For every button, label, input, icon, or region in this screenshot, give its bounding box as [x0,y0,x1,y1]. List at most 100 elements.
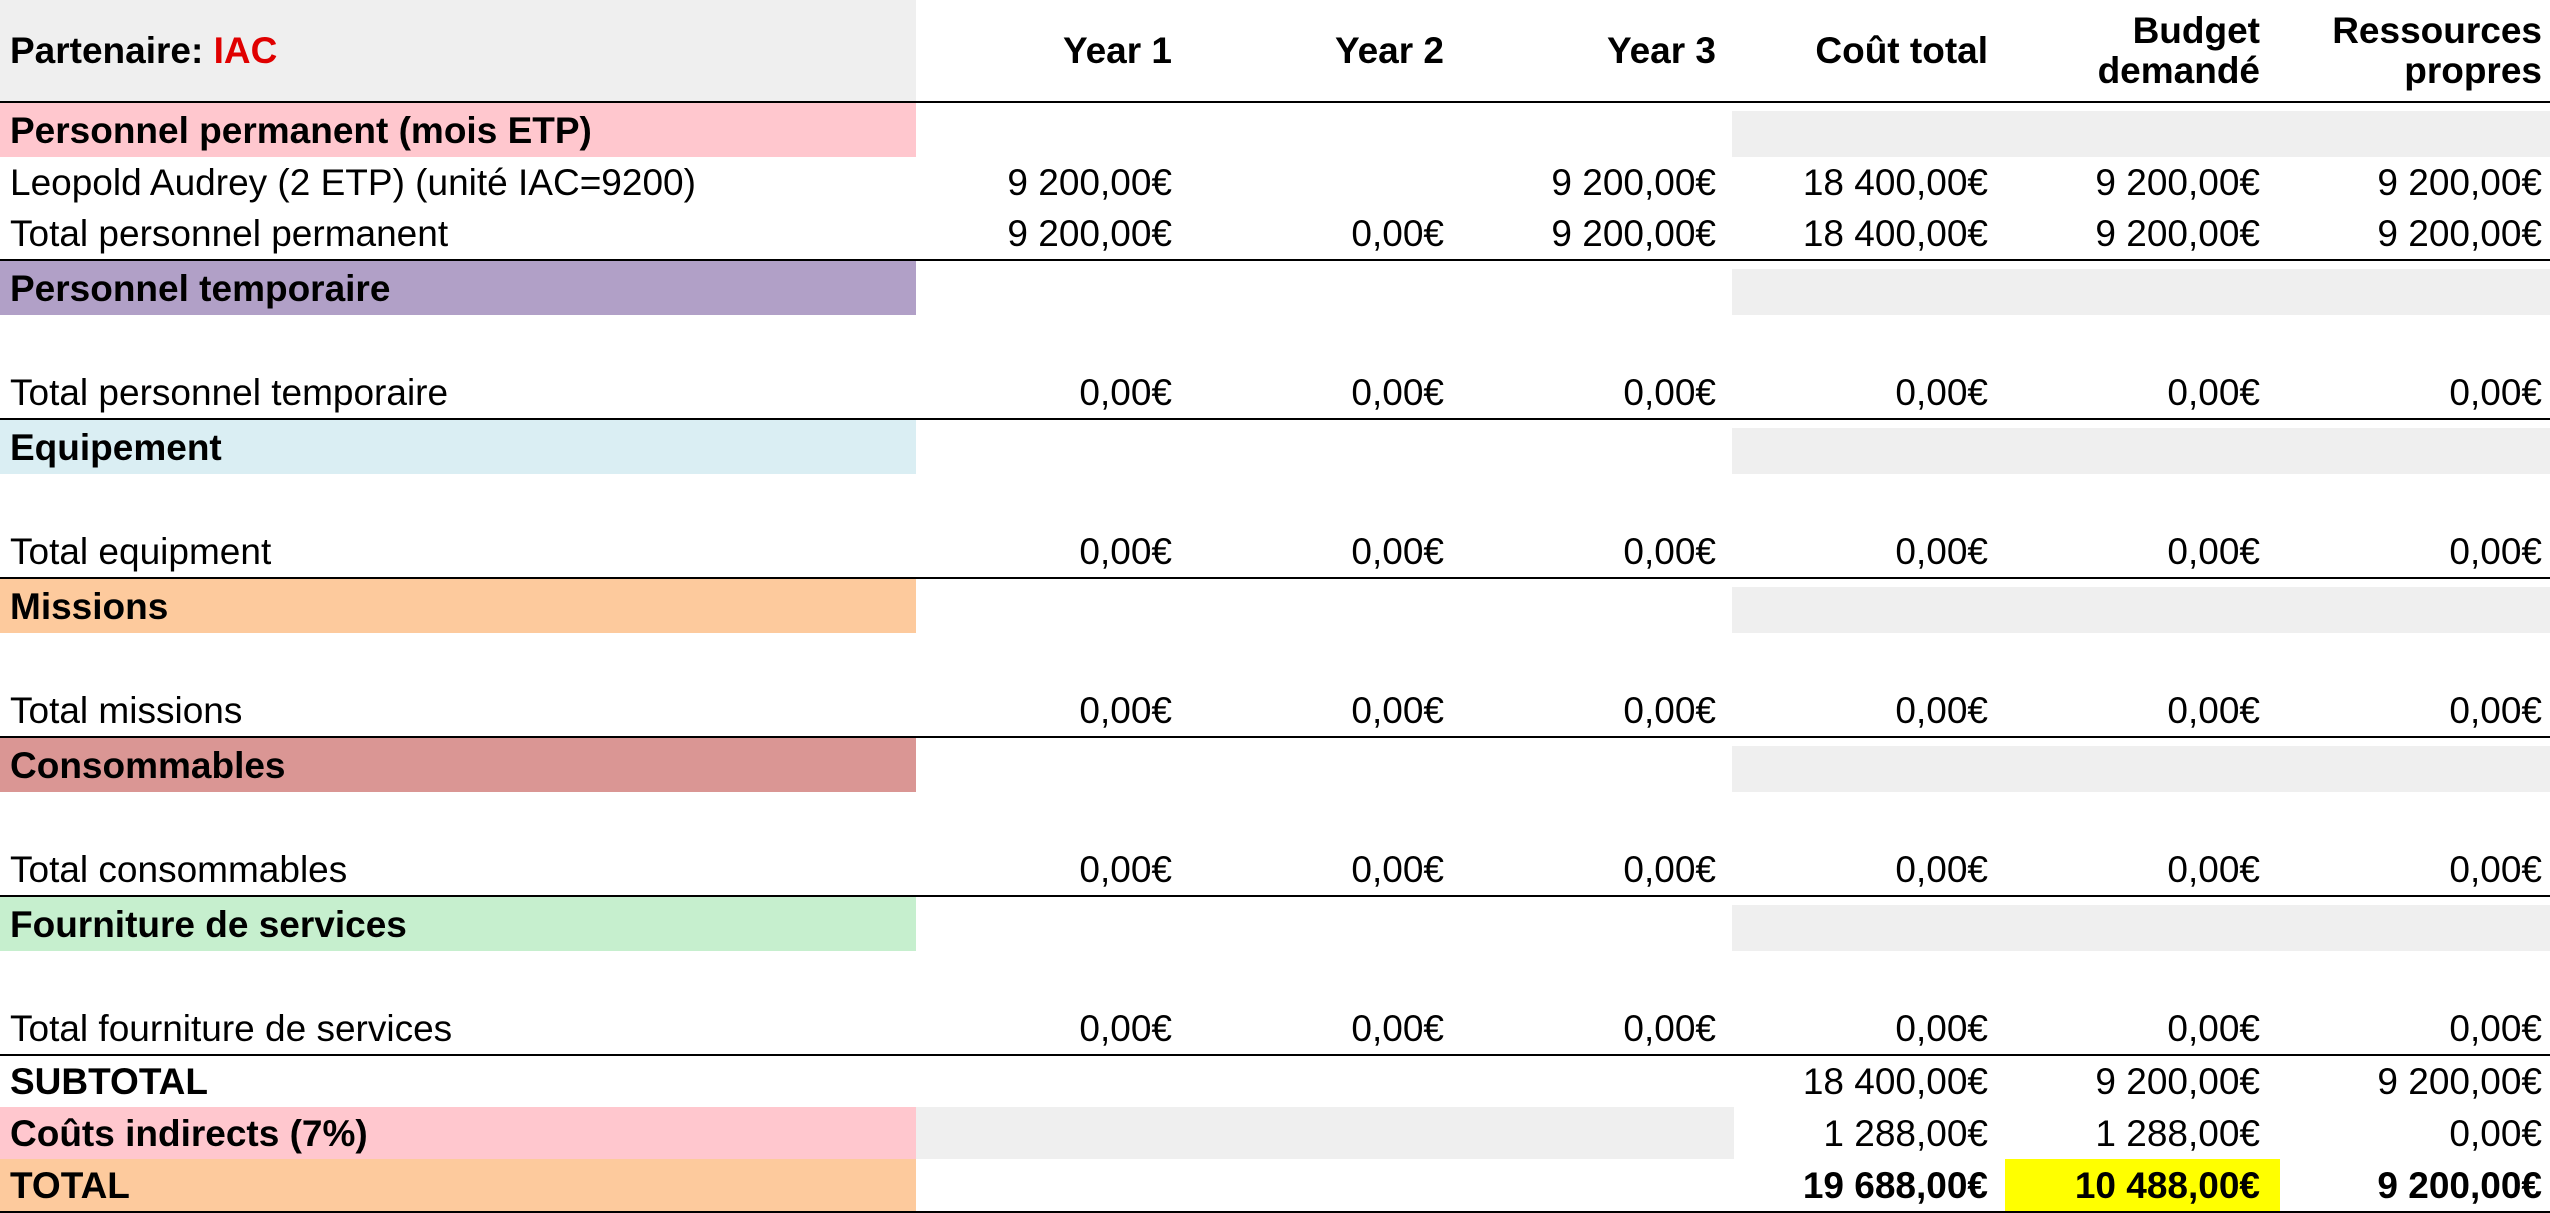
shaded-band [1732,905,2550,951]
total-missions-year-1-cell[interactable]: 0,00€ [1079,690,1172,731]
total-missions-year-3-cell[interactable]: 0,00€ [1623,690,1716,731]
total-fourniture-de-services-ressources-propres-cell[interactable]: 0,00€ [2449,1008,2542,1049]
total-personnel-permanent-mois-etp-year-2-cell[interactable]: 0,00€ [1351,213,1444,254]
total-personnel-temporaire-year-2-cell[interactable]: 0,00€ [1351,372,1444,413]
section-title-personnel-permanent-mois-etp[interactable]: Personnel permanent (mois ETP) [0,103,916,157]
header-ressources-propres[interactable]: Ressources propres [2268,0,2550,101]
shaded-band [916,1107,1734,1159]
grand-total-ressources-propres-cell[interactable]: 9 200,00€ [2377,1164,2542,1206]
empty-row-fourniture-de-services [0,951,2550,1003]
header-year-3-label: Year 3 [1606,29,1716,71]
section-header-equipement: Equipement [0,420,2550,474]
empty-row-equipement [0,474,2550,526]
item-year-3-cell[interactable]: 9 200,00€ [1551,162,1716,203]
total-consommables-ressources-propres-cell[interactable]: 0,00€ [2449,849,2542,890]
section-title-missions[interactable]: Missions [0,579,916,633]
grand-total-budget-demande-cell[interactable]: 10 488,00€ [2074,1164,2260,1206]
section-header-consommables: Consommables [0,738,2550,792]
total-personnel-temporaire-year-1-cell[interactable]: 0,00€ [1079,372,1172,413]
header-ressources-propres-label: Ressources propres [2332,10,2542,91]
total-label-missions[interactable]: Total missions [10,690,243,731]
subtotal-row: SUBTOTAL 18 400,00€ 9 200,00€ 9 200,00€ [0,1056,2550,1107]
partner-label: Partenaire [10,30,191,71]
partner-name: IAC [213,30,278,71]
total-fourniture-de-services-year-3-cell[interactable]: 0,00€ [1623,1008,1716,1049]
total-fourniture-de-services-year-1-cell[interactable]: 0,00€ [1079,1008,1172,1049]
indirect-cout-total-cell[interactable]: 1 288,00€ [1823,1112,1988,1154]
total-missions-cout-total-cell[interactable]: 0,00€ [1895,690,1988,731]
header-budget-demande[interactable]: Budget demandé [1996,0,2268,101]
section-title-personnel-temporaire[interactable]: Personnel temporaire [0,261,916,315]
section-title-consommables[interactable]: Consommables [0,738,916,792]
section-header-fourniture-de-services: Fourniture de services [0,897,2550,951]
shaded-band [1732,269,2550,315]
total-missions-year-2-cell[interactable]: 0,00€ [1351,690,1444,731]
header-row: Partenaire: IAC Year 1 Year 2 Year 3 Coût t… [0,0,2550,103]
total-personnel-temporaire-cout-total-cell[interactable]: 0,00€ [1895,372,1988,413]
total-consommables-budget-demande-cell[interactable]: 0,00€ [2167,849,2260,890]
grand-total-cout-total-cell[interactable]: 19 688,00€ [1802,1164,1988,1206]
total-consommables-year-2-cell[interactable]: 0,00€ [1351,849,1444,890]
total-personnel-permanent-mois-etp-year-1-cell[interactable]: 9 200,00€ [1007,213,1172,254]
total-label-fourniture-de-services[interactable]: Total fourniture de services [10,1008,453,1049]
empty-row-missions [0,633,2550,685]
item-ressources-propres-cell[interactable]: 9 200,00€ [2377,162,2542,203]
total-personnel-permanent-mois-etp-cout-total-cell[interactable]: 18 400,00€ [1802,213,1988,254]
total-label-equipement[interactable]: Total equipment [10,531,272,572]
total-fourniture-de-services-budget-demande-cell[interactable]: 0,00€ [2167,1008,2260,1049]
total-row-equipement: Total equipment 0,00€ 0,00€ 0,00€ 0,00€ 0,00€… [0,526,2550,579]
total-equipement-ressources-propres-cell[interactable]: 0,00€ [2449,531,2542,572]
total-equipement-budget-demande-cell[interactable]: 0,00€ [2167,531,2260,572]
subtotal-label[interactable]: SUBTOTAL [10,1061,209,1102]
total-personnel-permanent-mois-etp-year-3-cell[interactable]: 9 200,00€ [1551,213,1716,254]
item-year-2-cell[interactable] [1180,157,1452,208]
indirect-ressources-propres-cell[interactable]: 0,00€ [2449,1112,2542,1154]
header-year-2-label: Year 2 [1334,29,1444,71]
total-missions-ressources-propres-cell[interactable]: 0,00€ [2449,690,2542,731]
subtotal-cout-total-cell[interactable]: 18 400,00€ [1802,1061,1988,1102]
item-cout-total-cell[interactable]: 18 400,00€ [1802,162,1988,203]
total-missions-budget-demande-cell[interactable]: 0,00€ [2167,690,2260,731]
total-label-personnel-temporaire[interactable]: Total personnel temporaire [10,372,449,413]
partner-separator: : [191,30,214,71]
section-title-equipement[interactable]: Equipement [0,420,916,474]
empty-row-personnel-temporaire [0,315,2550,367]
subtotal-ressources-propres-cell[interactable]: 9 200,00€ [2377,1061,2542,1102]
total-equipement-year-2-cell[interactable]: 0,00€ [1351,531,1444,572]
total-label-consommables[interactable]: Total consommables [10,849,348,890]
total-personnel-temporaire-year-3-cell[interactable]: 0,00€ [1623,372,1716,413]
total-consommables-cout-total-cell[interactable]: 0,00€ [1895,849,1988,890]
total-personnel-permanent-mois-etp-ressources-propres-cell[interactable]: 9 200,00€ [2377,213,2542,254]
total-equipement-cout-total-cell[interactable]: 0,00€ [1895,531,1988,572]
indirect-budget-demande-cell[interactable]: 1 288,00€ [2095,1112,2260,1154]
indirect-costs-label[interactable]: Coûts indirects (7%) [0,1107,916,1159]
header-budget-demande-label: Budget demandé [2097,10,2260,91]
header-year-3[interactable]: Year 3 [1452,0,1724,101]
total-label-personnel-permanent-mois-etp[interactable]: Total personnel permanent [10,213,449,254]
total-equipement-year-1-cell[interactable]: 0,00€ [1079,531,1172,572]
subtotal-budget-demande-cell[interactable]: 9 200,00€ [2095,1061,2260,1102]
item-label[interactable]: Leopold Audrey (2 ETP) (unité IAC=9200) [10,162,696,203]
total-equipement-year-3-cell[interactable]: 0,00€ [1623,531,1716,572]
shaded-band [1732,111,2550,157]
header-year-1[interactable]: Year 1 [916,0,1180,101]
total-consommables-year-1-cell[interactable]: 0,00€ [1079,849,1172,890]
total-personnel-permanent-mois-etp-budget-demande-cell[interactable]: 9 200,00€ [2095,213,2260,254]
section-title-fourniture-de-services[interactable]: Fourniture de services [0,897,916,951]
total-consommables-year-3-cell[interactable]: 0,00€ [1623,849,1716,890]
header-cout-total[interactable]: Coût total [1724,0,1996,101]
grand-total-label[interactable]: TOTAL [0,1159,916,1211]
item-budget-demande-cell[interactable]: 9 200,00€ [2095,162,2260,203]
total-fourniture-de-services-year-2-cell[interactable]: 0,00€ [1351,1008,1444,1049]
total-fourniture-de-services-cout-total-cell[interactable]: 0,00€ [1895,1008,1988,1049]
partner-cell[interactable]: Partenaire: IAC [0,0,916,101]
total-personnel-temporaire-ressources-propres-cell[interactable]: 0,00€ [2449,372,2542,413]
grand-total-row: TOTAL 19 688,00€ 10 488,00€ 9 200,00€ [0,1159,2550,1213]
total-personnel-temporaire-budget-demande-cell[interactable]: 0,00€ [2167,372,2260,413]
shaded-band [1732,746,2550,792]
total-row-missions: Total missions 0,00€ 0,00€ 0,00€ 0,00€ 0,00€ 0… [0,685,2550,738]
item-year-1-cell[interactable]: 9 200,00€ [1007,162,1172,203]
total-row-personnel-permanent-mois-etp: Total personnel permanent 9 200,00€ 0,00€ 9… [0,208,2550,261]
header-year-2[interactable]: Year 2 [1180,0,1452,101]
